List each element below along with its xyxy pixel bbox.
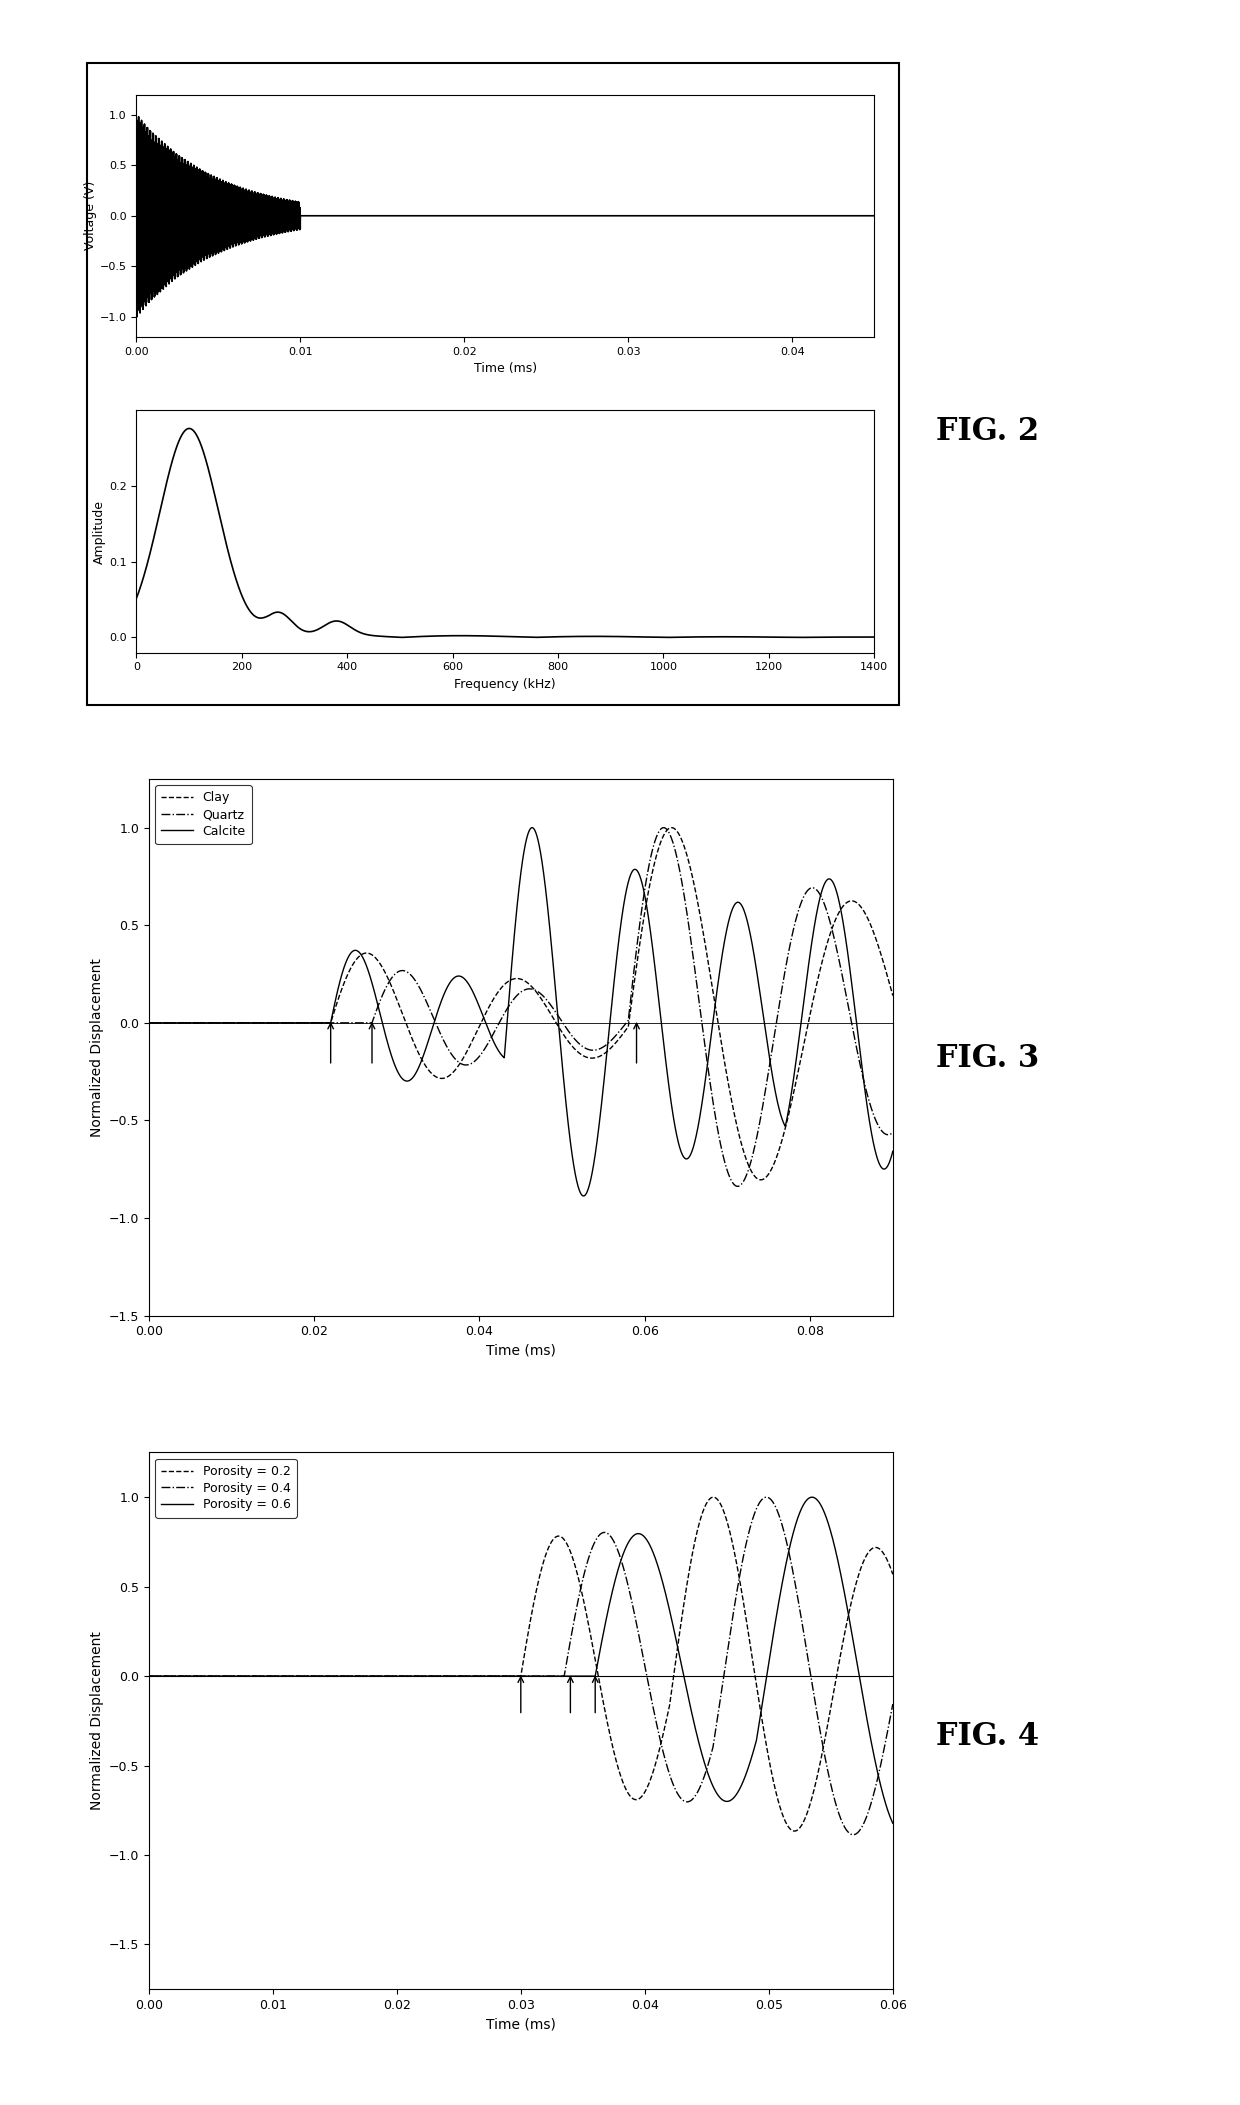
Line: Porosity = 0.2: Porosity = 0.2 [149, 1497, 893, 1831]
Line: Porosity = 0.6: Porosity = 0.6 [149, 1497, 893, 1823]
Clay [753, 1166, 768, 1191]
X-axis label: Time (ms): Time (ms) [486, 2017, 556, 2031]
Porosity = 0.2 [697, 1497, 712, 1522]
Porosity = 0.6 [141, 1663, 156, 1688]
Calcite [141, 1010, 156, 1036]
Calcite [885, 1139, 900, 1164]
Porosity = 0.2 [706, 1484, 720, 1509]
Quartz [277, 1010, 291, 1036]
Quartz [625, 968, 640, 994]
Clay [885, 983, 900, 1008]
Calcite [625, 859, 640, 884]
Calcite [697, 1076, 712, 1101]
Legend: Porosity = 0.2, Porosity = 0.4, Porosity = 0.6: Porosity = 0.2, Porosity = 0.4, Porosity… [155, 1459, 296, 1518]
Clay [588, 1046, 603, 1071]
Porosity = 0.6 [588, 1663, 603, 1688]
Porosity = 0.2 [787, 1819, 802, 1844]
Calcite [525, 815, 539, 840]
Quartz [425, 1004, 440, 1029]
Text: FIG. 2: FIG. 2 [936, 417, 1039, 446]
Porosity = 0.6 [697, 1749, 712, 1775]
Porosity = 0.6 [625, 1524, 640, 1549]
Porosity = 0.6 [425, 1663, 440, 1688]
Quartz [141, 1010, 156, 1036]
Calcite [277, 1010, 291, 1036]
Porosity = 0.4 [885, 1692, 900, 1718]
Line: Calcite: Calcite [149, 827, 893, 1196]
Porosity = 0.2 [588, 1646, 603, 1671]
Porosity = 0.4 [588, 1528, 603, 1553]
Porosity = 0.6 [885, 1810, 900, 1836]
Quartz [697, 1027, 712, 1052]
Porosity = 0.6 [805, 1484, 820, 1509]
Porosity = 0.2 [885, 1562, 900, 1587]
Line: Porosity = 0.4: Porosity = 0.4 [149, 1497, 893, 1836]
Porosity = 0.2 [141, 1663, 156, 1688]
Text: FIG. 3: FIG. 3 [936, 1044, 1039, 1074]
Porosity = 0.4 [141, 1663, 156, 1688]
Y-axis label: Normalized Displacement: Normalized Displacement [91, 958, 104, 1137]
Porosity = 0.4 [846, 1823, 861, 1848]
Clay [697, 924, 712, 949]
Calcite [577, 1183, 591, 1208]
Legend: Clay, Quartz, Calcite: Clay, Quartz, Calcite [155, 785, 252, 844]
Line: Clay: Clay [149, 827, 893, 1179]
Porosity = 0.4 [425, 1663, 440, 1688]
Calcite [425, 1013, 440, 1038]
Clay [141, 1010, 156, 1036]
Porosity = 0.4 [753, 1488, 768, 1513]
Calcite [588, 1141, 603, 1166]
Line: Quartz: Quartz [149, 827, 893, 1187]
Text: FIG. 4: FIG. 4 [936, 1722, 1039, 1751]
Porosity = 0.2 [425, 1663, 440, 1688]
Quartz [754, 1105, 769, 1130]
Porosity = 0.6 [277, 1663, 291, 1688]
Y-axis label: Voltage (V): Voltage (V) [84, 181, 97, 250]
X-axis label: Time (ms): Time (ms) [474, 362, 537, 375]
Porosity = 0.4 [625, 1593, 640, 1619]
Quartz [885, 1120, 900, 1145]
Porosity = 0.2 [277, 1663, 291, 1688]
Calcite [754, 985, 769, 1010]
Quartz [588, 1038, 603, 1063]
Quartz [656, 815, 671, 840]
X-axis label: Frequency (kHz): Frequency (kHz) [455, 678, 556, 690]
Porosity = 0.6 [753, 1703, 768, 1728]
Porosity = 0.4 [759, 1484, 774, 1509]
Clay [665, 815, 680, 840]
Clay [277, 1010, 291, 1036]
Y-axis label: Amplitude: Amplitude [93, 499, 107, 564]
Porosity = 0.2 [753, 1699, 768, 1724]
Porosity = 0.4 [277, 1663, 291, 1688]
Y-axis label: Normalized Displacement: Normalized Displacement [91, 1631, 104, 1810]
Quartz [730, 1175, 745, 1200]
Clay [425, 1063, 440, 1088]
Clay [625, 981, 640, 1006]
Clay [754, 1166, 769, 1191]
X-axis label: Time (ms): Time (ms) [486, 1343, 556, 1358]
Porosity = 0.2 [625, 1785, 640, 1810]
Porosity = 0.4 [697, 1764, 712, 1789]
